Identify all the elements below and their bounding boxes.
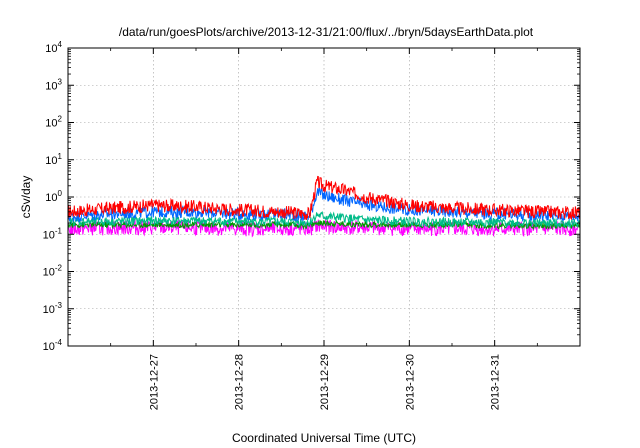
x-tick-label: 2013-12-28 [234,354,246,410]
y-tick-label: 102 [45,115,62,130]
x-tick-label: 2013-12-30 [404,354,416,410]
y-tick-label: 100 [45,189,62,204]
y-tick-label: 103 [45,77,62,92]
x-tick-label: 2013-12-31 [490,354,502,410]
y-axis-label: cSv/day [19,176,33,219]
x-tick-label: 2013-12-29 [319,354,331,410]
ticks [68,47,580,347]
x-tick-labels: 2013-12-27 2013-12-28 2013-12-29 2013-12-30… [148,354,501,410]
y-tick-label: 101 [45,152,62,167]
series-line-1 [67,175,581,221]
series-line-5 [67,218,581,238]
y-tick-label: 10-4 [43,338,63,353]
series-group [67,175,581,238]
y-tick-labels: 10-4 10-3 10-2 10-1 100 101 102 103 104 [43,40,63,353]
series-line-3 [67,210,581,229]
y-tick-label: 10-1 [43,226,63,241]
x-tick-label: 2013-12-27 [148,354,160,410]
series-line-2 [67,187,581,223]
y-tick-label: 104 [45,40,62,55]
y-tick-label: 10-3 [43,301,63,316]
chart-title: /data/run/goesPlots/archive/2013-12-31/2… [119,25,534,39]
x-axis-label: Coordinated Universal Time (UTC) [232,431,416,445]
series-line-4 [67,219,581,231]
y-tick-label: 10-2 [43,264,63,279]
